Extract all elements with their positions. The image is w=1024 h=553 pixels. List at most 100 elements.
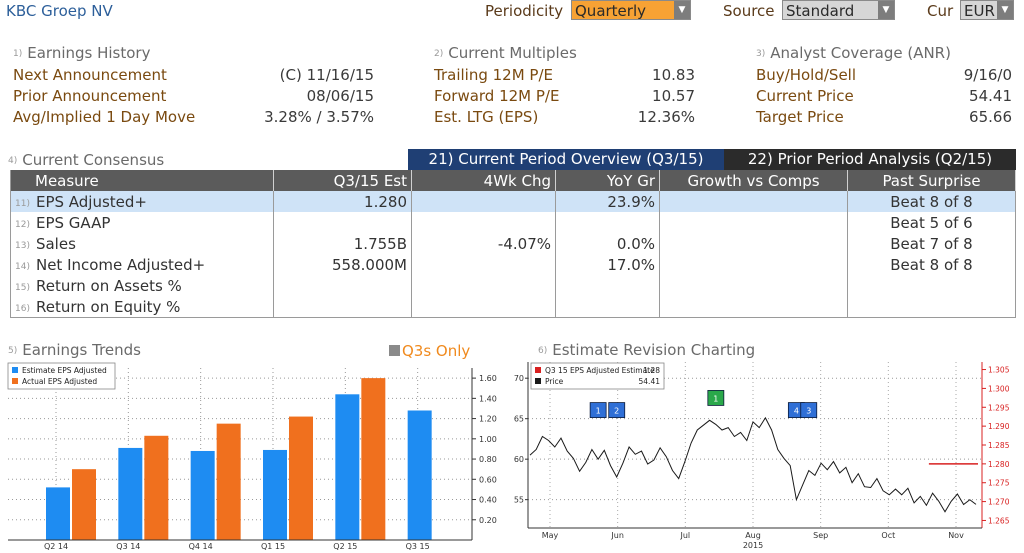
revision-marker[interactable] bbox=[800, 402, 818, 418]
q3s-only-checkbox[interactable]: Q3s Only bbox=[389, 342, 470, 360]
right-tick-label: 1.305 bbox=[988, 366, 1010, 375]
measure-cell: EPS GAAP bbox=[35, 213, 111, 232]
surprise-cell bbox=[847, 296, 1016, 318]
y-tick-label: 0.60 bbox=[479, 475, 497, 484]
x-tick-label: Q1 15 bbox=[261, 542, 285, 551]
x-tick-label: Jun bbox=[610, 531, 624, 540]
yoy-cell bbox=[555, 296, 660, 318]
table-header-row: Measure Q3/15 Est 4Wk Chg YoY Gr Growth … bbox=[10, 170, 1016, 191]
y-tick-label: 0.40 bbox=[479, 496, 497, 505]
section-title: Earnings History bbox=[27, 44, 151, 62]
estimate-bar bbox=[118, 447, 143, 540]
surprise-cell: Beat 7 of 8 bbox=[847, 233, 1016, 254]
table-row[interactable]: 12) EPS GAAP Beat 5 of 6 bbox=[10, 212, 1016, 233]
row-number: 11) bbox=[15, 198, 30, 209]
estimate-revision-header[interactable]: 6) Estimate Revision Charting bbox=[538, 341, 755, 359]
y-tick-label: 0.80 bbox=[479, 455, 497, 464]
section-title: Current Multiples bbox=[448, 44, 577, 62]
column-header-growth-vs-comps[interactable]: Growth vs Comps bbox=[659, 170, 848, 191]
avg-move-label: Avg/Implied 1 Day Move bbox=[13, 108, 196, 126]
chg-cell bbox=[411, 275, 556, 296]
estimate-cell: 1.280 bbox=[273, 191, 412, 212]
column-header-measure[interactable]: Measure bbox=[10, 170, 274, 191]
analyst-coverage-header[interactable]: 3) Analyst Coverage (ANR) bbox=[756, 44, 951, 62]
table-row[interactable]: 16) Return on Equity % bbox=[10, 296, 1016, 318]
revision-marker[interactable] bbox=[608, 402, 626, 418]
legend-box bbox=[530, 362, 665, 390]
measure-cell: Return on Assets % bbox=[35, 276, 182, 295]
estimate-bar bbox=[46, 487, 70, 540]
revision-marker[interactable] bbox=[707, 390, 725, 406]
currency-dropdown[interactable]: EUR ▼ bbox=[960, 0, 1014, 20]
legend-label: Actual EPS Adjusted bbox=[22, 377, 97, 386]
x-tick-label: Sep bbox=[813, 531, 828, 540]
section-number: 4) bbox=[8, 156, 18, 166]
column-header-past-surprise[interactable]: Past Surprise bbox=[847, 170, 1016, 191]
forward-pe-label: Forward 12M P/E bbox=[434, 87, 560, 105]
marker-label: 1 bbox=[713, 394, 718, 403]
next-announcement-value: (C) 11/16/15 bbox=[279, 66, 374, 84]
legend-label: Price bbox=[545, 377, 564, 386]
table-row[interactable]: 11) EPS Adjusted+ 1.280 23.9% Beat 8 of 8 bbox=[10, 191, 1016, 212]
x-tick-label: Nov bbox=[948, 531, 964, 540]
x-year-label: 2015 bbox=[743, 541, 763, 550]
surprise-cell bbox=[847, 275, 1016, 296]
forward-pe-value: 10.57 bbox=[652, 87, 695, 105]
yoy-cell: 17.0% bbox=[555, 254, 660, 275]
current-consensus-header[interactable]: 4) Current Consensus bbox=[8, 151, 164, 169]
actual-bar bbox=[72, 469, 96, 540]
chg-cell: -4.07% bbox=[411, 233, 556, 254]
marker-label: 1 bbox=[596, 407, 601, 416]
source-dropdown[interactable]: Standard ▼ bbox=[782, 0, 895, 20]
right-tick-label: 1.290 bbox=[988, 422, 1010, 431]
checkbox-icon[interactable] bbox=[389, 345, 400, 356]
y-tick-label: 1.20 bbox=[479, 415, 497, 424]
measure-cell: Net Income Adjusted+ bbox=[35, 255, 206, 274]
periodicity-value: Quarterly bbox=[575, 2, 646, 20]
table-row[interactable]: 15) Return on Assets % bbox=[10, 275, 1016, 296]
buy-hold-sell-value: 9/16/0 bbox=[963, 66, 1012, 84]
earnings-trends-chart: 0.20 0.40 0.60 0.80 1.00 1.20 1.40 1.60 Q2 14 Q3 … bbox=[7, 362, 497, 551]
chevron-down-icon[interactable]: ▼ bbox=[674, 1, 690, 19]
chg-cell bbox=[411, 191, 556, 212]
row-number: 13) bbox=[15, 240, 30, 251]
currency-label: Cur bbox=[927, 2, 954, 20]
legend-label: Q3 15 EPS Adjusted Estimate bbox=[545, 366, 655, 375]
estimate-bar bbox=[335, 394, 360, 540]
table-row[interactable]: 14) Net Income Adjusted+ 558.000M 17.0% B… bbox=[10, 254, 1016, 275]
current-multiples-header[interactable]: 2) Current Multiples bbox=[434, 44, 577, 62]
legend-swatch bbox=[12, 378, 18, 384]
x-tick-label: May bbox=[542, 531, 559, 540]
surprise-cell: Beat 8 of 8 bbox=[847, 254, 1016, 275]
target-price-value: 65.66 bbox=[969, 108, 1012, 126]
periodicity-dropdown[interactable]: Quarterly ▼ bbox=[571, 0, 691, 20]
marker-label: 2 bbox=[614, 407, 619, 416]
legend-box bbox=[7, 362, 116, 390]
est-ltg-value: 12.36% bbox=[637, 108, 695, 126]
tab-prior-period-analysis[interactable]: 22) Prior Period Analysis (Q2/15) bbox=[724, 149, 1016, 170]
earnings-trends-header[interactable]: 5) Earnings Trends bbox=[8, 341, 141, 359]
earnings-history-header[interactable]: 1) Earnings History bbox=[13, 44, 150, 62]
prior-announcement-value: 08/06/15 bbox=[306, 87, 374, 105]
chevron-down-icon[interactable]: ▼ bbox=[878, 1, 894, 19]
actual-bar bbox=[144, 435, 169, 540]
x-tick-label: Q3 15 bbox=[406, 542, 430, 551]
column-header-yoy-gr[interactable]: YoY Gr bbox=[555, 170, 660, 191]
section-title: Analyst Coverage (ANR) bbox=[770, 44, 951, 62]
estimate-revision-chart: 1 2 1 4 3 55 60 65 70 1.265 1.270 1.275 1.280 1.285 1… bbox=[514, 362, 1010, 550]
x-tick-label: Oct bbox=[881, 531, 895, 540]
section-number: 1) bbox=[13, 49, 23, 59]
column-header-4wk-chg[interactable]: 4Wk Chg bbox=[411, 170, 556, 191]
column-header-estimate[interactable]: Q3/15 Est bbox=[273, 170, 412, 191]
trailing-pe-value: 10.83 bbox=[652, 66, 695, 84]
right-tick-label: 1.300 bbox=[988, 384, 1010, 393]
y-tick-label: 1.40 bbox=[479, 394, 497, 403]
revision-marker[interactable] bbox=[589, 402, 607, 418]
table-row[interactable]: 13) Sales 1.755B -4.07% 0.0% Beat 7 of 8 bbox=[10, 233, 1016, 254]
legend-value: 54.41 bbox=[639, 377, 661, 386]
consensus-table: Measure Q3/15 Est 4Wk Chg YoY Gr Growth … bbox=[10, 170, 1016, 318]
current-price-label: Current Price bbox=[756, 87, 854, 105]
tab-current-period-overview[interactable]: 21) Current Period Overview (Q3/15) bbox=[408, 149, 724, 170]
chevron-down-icon[interactable]: ▼ bbox=[997, 1, 1013, 19]
x-tick-label: Q2 15 bbox=[333, 542, 357, 551]
